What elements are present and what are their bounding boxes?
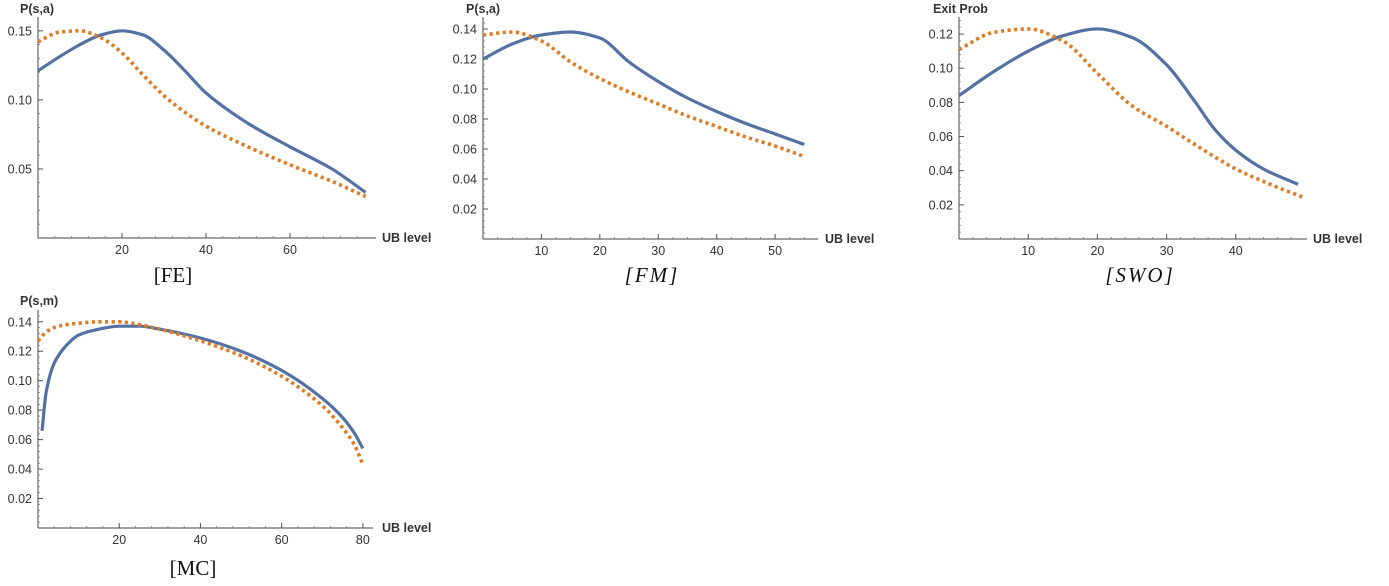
y-tick-label: 0.10 bbox=[453, 83, 477, 97]
y-tick-label: 0.05 bbox=[8, 162, 32, 176]
series-dotted-line bbox=[482, 30, 805, 159]
chart-caption: [SWO] bbox=[1105, 263, 1175, 287]
x-tick-label: 50 bbox=[768, 244, 782, 258]
chart-panel-3: 20 40 60 80 0.02 0.04 0.06 0.08 0.10 0.12 0.14 P(s,… bbox=[8, 294, 432, 580]
y-tick-label: 0.08 bbox=[929, 96, 953, 110]
y-tick-label: 0.10 bbox=[8, 93, 32, 107]
y-tick-label: 0.08 bbox=[8, 404, 32, 418]
series-solid-line bbox=[958, 27, 1299, 186]
y-tick-label: 0.14 bbox=[453, 23, 477, 37]
y-axis-label: P(s,a) bbox=[20, 2, 54, 16]
chart-panel-2: 10 20 30 40 0.02 0.04 0.06 0.08 0.10 0.12 Exit Pro… bbox=[929, 2, 1363, 287]
y-axis-label: P(s,a) bbox=[466, 2, 500, 16]
x-tick-label: 20 bbox=[112, 533, 126, 547]
y-tick-label: 0.04 bbox=[453, 173, 477, 187]
x-tick-label: 30 bbox=[1160, 244, 1174, 258]
chart-panel-0: 20 40 60 0.05 0.10 0.15 P(s,a) UB level [FE] bbox=[8, 2, 432, 287]
x-tick-label: 10 bbox=[1021, 244, 1035, 258]
x-tick-label: 20 bbox=[115, 243, 129, 257]
x-tick-label: 20 bbox=[593, 244, 607, 258]
y-tick-label: 0.06 bbox=[453, 143, 477, 157]
y-tick-label: 0.10 bbox=[8, 374, 32, 388]
x-tick-label: 60 bbox=[275, 533, 289, 547]
y-tick-label: 0.10 bbox=[929, 62, 953, 76]
x-axis-label: UB level bbox=[382, 231, 431, 245]
y-tick-label: 0.02 bbox=[453, 203, 477, 217]
chart-caption: [MC] bbox=[170, 556, 217, 580]
x-tick-label: 40 bbox=[710, 244, 724, 258]
y-tick-label: 0.02 bbox=[8, 492, 32, 506]
chart-caption: [FM] bbox=[625, 263, 680, 287]
x-axis-label: UB level bbox=[825, 232, 874, 246]
x-tick-label: 40 bbox=[1229, 244, 1243, 258]
y-axis-label: Exit Prob bbox=[933, 2, 988, 16]
y-tick-label: 0.06 bbox=[8, 433, 32, 447]
y-tick-label: 0.15 bbox=[8, 24, 32, 38]
x-tick-label: 30 bbox=[651, 244, 665, 258]
x-tick-label: 80 bbox=[356, 533, 370, 547]
y-tick-label: 0.12 bbox=[929, 28, 953, 42]
x-axis-label: UB level bbox=[1313, 232, 1362, 246]
x-tick-label: 20 bbox=[1090, 244, 1104, 258]
x-tick-label: 40 bbox=[199, 243, 213, 257]
series-solid-line bbox=[37, 29, 367, 194]
x-tick-label: 60 bbox=[283, 243, 297, 257]
y-tick-label: 0.04 bbox=[8, 463, 32, 477]
chart-caption: [FE] bbox=[154, 263, 193, 287]
series-dotted-line bbox=[36, 319, 365, 466]
y-tick-label: 0.06 bbox=[929, 130, 953, 144]
y-tick-label: 0.12 bbox=[8, 345, 32, 359]
series-solid-line bbox=[482, 30, 805, 147]
chart-panel-1: 10 20 30 40 50 0.02 0.04 0.06 0.08 0.10 0.12 0.14 P(… bbox=[453, 2, 875, 287]
x-tick-label: 40 bbox=[193, 533, 207, 547]
x-axis-label: UB level bbox=[382, 521, 431, 535]
y-axis-label: P(s,m) bbox=[20, 294, 58, 308]
y-tick-label: 0.04 bbox=[929, 164, 953, 178]
y-tick-label: 0.12 bbox=[453, 53, 477, 67]
series-dotted-line bbox=[37, 29, 367, 199]
y-tick-label: 0.08 bbox=[453, 113, 477, 127]
y-tick-label: 0.02 bbox=[929, 198, 953, 212]
y-tick-label: 0.14 bbox=[8, 315, 32, 329]
x-tick-label: 10 bbox=[534, 244, 548, 258]
series-solid-line bbox=[40, 324, 365, 450]
series-dotted-line bbox=[958, 27, 1306, 200]
